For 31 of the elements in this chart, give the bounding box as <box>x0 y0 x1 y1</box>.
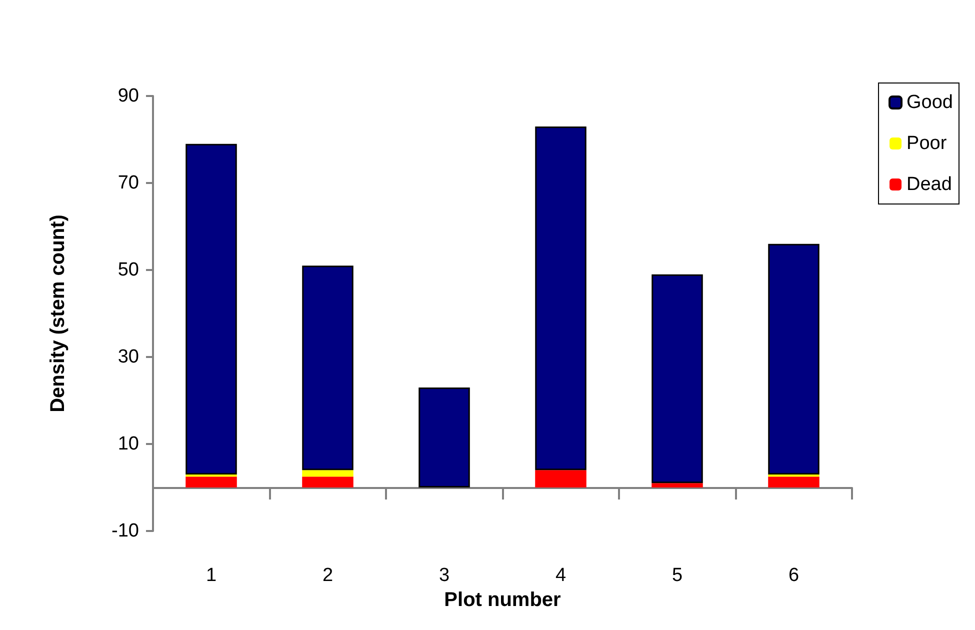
bar <box>186 476 237 488</box>
bar <box>535 126 586 470</box>
legend-label: Good <box>906 92 954 113</box>
y-axis-title: Density (stem count) <box>47 214 69 412</box>
bar <box>302 476 354 488</box>
bar <box>652 483 703 488</box>
bar <box>768 244 820 474</box>
x-axis-title: Plot number <box>444 588 562 611</box>
bar <box>768 476 820 488</box>
x-tick-label: 5 <box>672 565 683 586</box>
y-tick-label: 90 <box>118 86 139 106</box>
x-tick-label: 1 <box>206 565 217 586</box>
bar <box>418 387 470 488</box>
y-tick-label: 70 <box>118 172 139 194</box>
bar <box>302 470 354 477</box>
x-tick-label: 3 <box>438 565 450 586</box>
legend-label: Poor <box>906 133 948 154</box>
bar <box>302 266 354 470</box>
x-tick-label: 4 <box>555 565 566 586</box>
y-tick-label: -10 <box>112 520 139 542</box>
bar <box>535 470 586 488</box>
bar <box>186 474 237 477</box>
bar <box>186 144 237 474</box>
y-tick-label: 50 <box>118 260 139 280</box>
bar <box>768 474 820 477</box>
y-tick-label: 10 <box>118 434 139 454</box>
y-tick-label: 30 <box>118 346 139 368</box>
legend-label: Dead <box>906 174 952 195</box>
bar <box>652 274 703 484</box>
x-tick-label: 6 <box>788 565 800 586</box>
x-tick-label: 2 <box>322 565 334 586</box>
